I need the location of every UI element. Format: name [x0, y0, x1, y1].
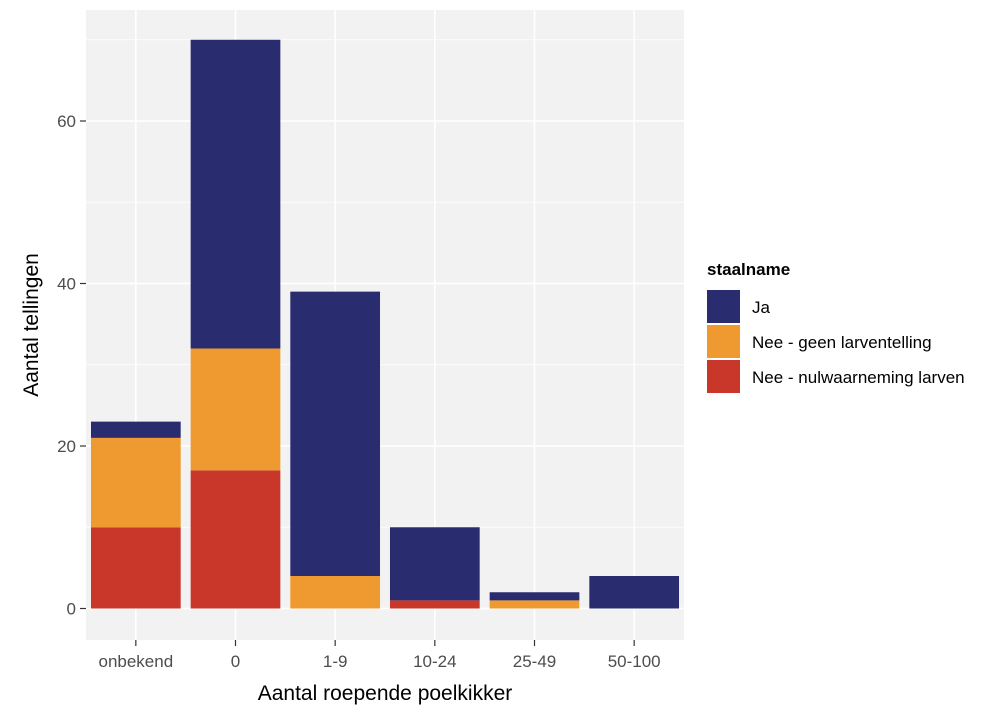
legend: staalname Ja Nee - geen larventelling Nee …	[707, 260, 965, 393]
bar-0-nee-geen-larventelling	[190, 348, 281, 471]
legend-label: Nee - geen larventelling	[752, 333, 932, 352]
plot-panel	[86, 10, 684, 640]
x-axis: onbekend 0 1-9 10-24 25-49 50-100	[98, 640, 661, 671]
legend-key	[707, 325, 740, 358]
bar-25-49-ja	[489, 592, 580, 601]
bar-25-49-nee-geen-larventelling	[489, 600, 580, 609]
bar-1-9-ja	[290, 291, 381, 576]
bar-0-ja	[190, 39, 281, 349]
legend-label: Ja	[752, 298, 771, 317]
legend-key	[707, 290, 740, 323]
bar-50-100-ja	[589, 576, 680, 609]
x-tick-label: 0	[231, 652, 240, 671]
x-tick-label: 10-24	[413, 652, 456, 671]
bar-onbekend-nee-geen-larventelling	[90, 437, 181, 528]
minor-gridlines	[86, 39, 684, 528]
legend-title: staalname	[707, 260, 790, 279]
y-axis: 0 20 40 60	[57, 112, 86, 619]
bar-10-24-nee-nulwaarneming-larven	[389, 600, 480, 609]
y-axis-title: Aantal tellingen	[20, 253, 43, 397]
x-tick-label: onbekend	[98, 652, 173, 671]
bar-onbekend-ja	[90, 421, 181, 438]
legend-key	[707, 360, 740, 393]
bar-1-9-nee-geen-larventelling	[290, 576, 381, 609]
bars	[90, 39, 680, 609]
y-tick-label: 40	[57, 275, 76, 294]
x-tick-label: 1-9	[323, 652, 348, 671]
y-tick-label: 20	[57, 437, 76, 456]
legend-label: Nee - nulwaarneming larven	[752, 368, 965, 387]
y-tick-label: 0	[67, 600, 76, 619]
x-tick-label: 50-100	[608, 652, 661, 671]
bar-onbekend-nee-nulwaarneming-larven	[90, 527, 181, 609]
y-tick-label: 60	[57, 112, 76, 131]
x-tick-label: 25-49	[513, 652, 556, 671]
x-axis-title: Aantal roepende poelkikker	[258, 682, 513, 705]
bar-10-24-ja	[389, 527, 480, 601]
bar-0-nee-nulwaarneming-larven	[190, 470, 281, 609]
